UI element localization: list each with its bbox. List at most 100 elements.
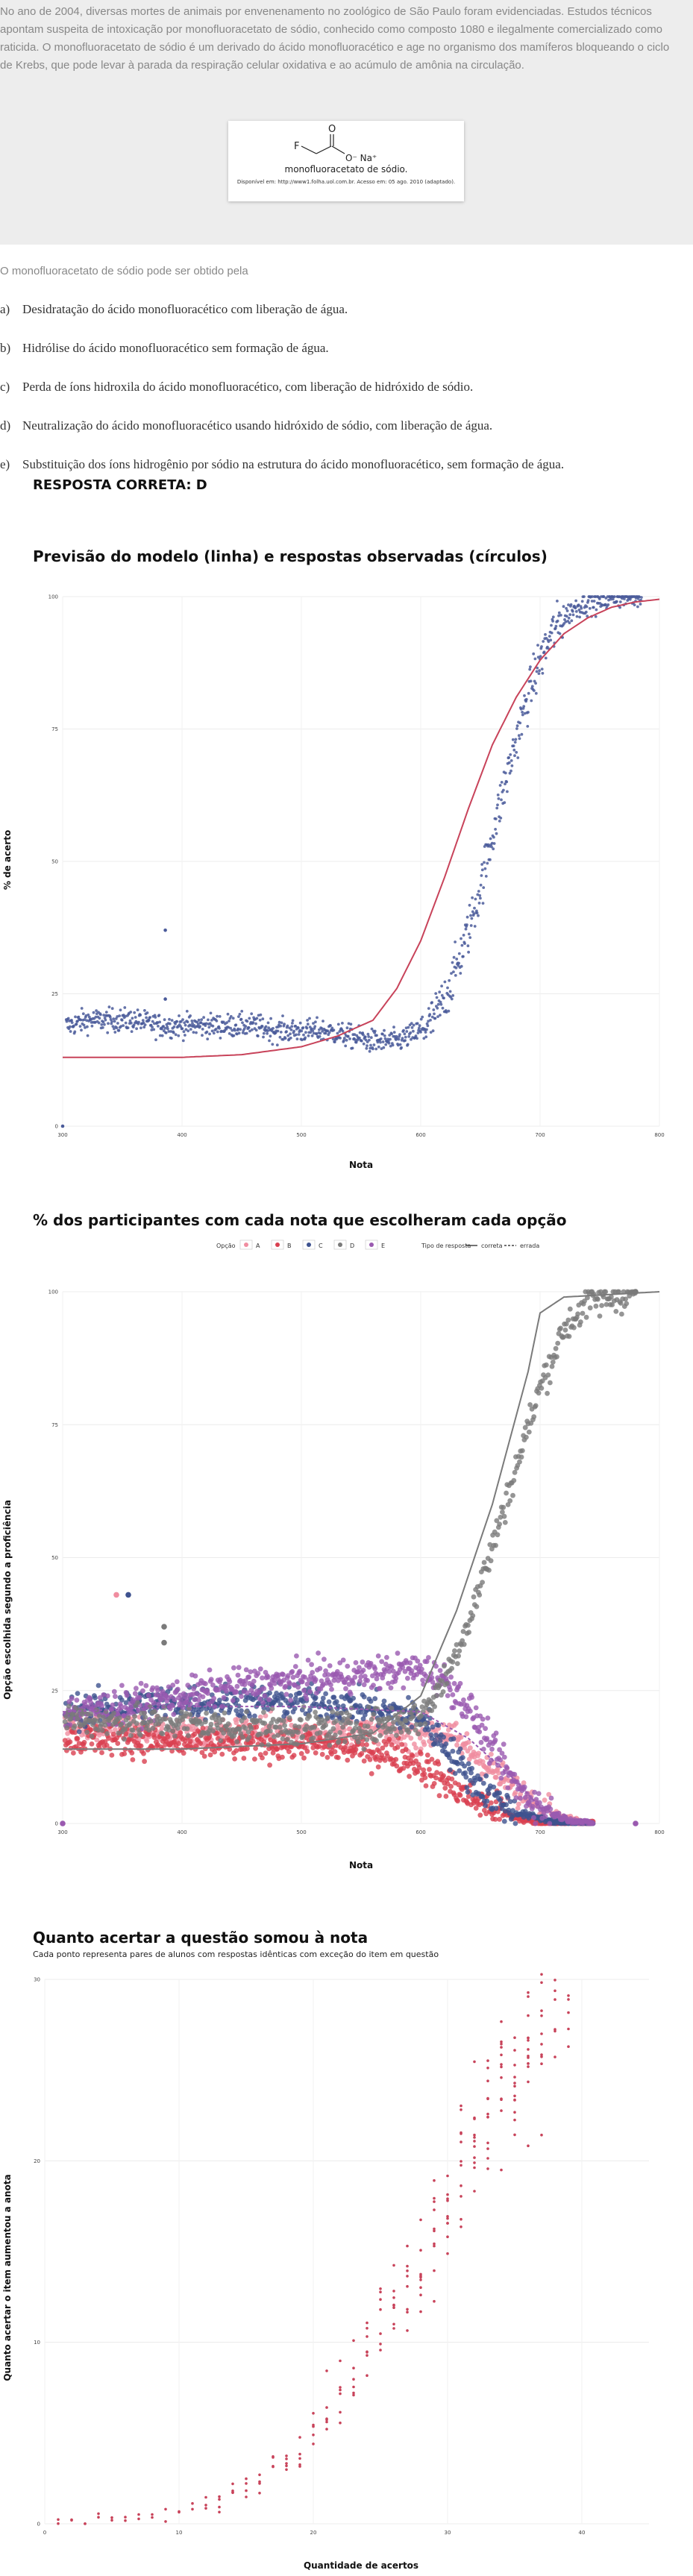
- chart2-point-e: [140, 1688, 145, 1694]
- chart1-point: [142, 1025, 146, 1029]
- chart1-point: [498, 820, 501, 823]
- chart2-point-a: [516, 1801, 521, 1807]
- chart2-point-e: [357, 1678, 363, 1684]
- chart1-point: [150, 1028, 154, 1031]
- chart1-point: [538, 669, 541, 673]
- chart2-point-b: [341, 1750, 347, 1755]
- chart2-point-d: [116, 1715, 122, 1721]
- chart3-point: [433, 2196, 436, 2200]
- chart3-point: [231, 2482, 234, 2486]
- chart2-point-d: [132, 1713, 138, 1719]
- chart1-point: [160, 1027, 163, 1031]
- chart1-point: [70, 1019, 73, 1022]
- chart1-point: [369, 1036, 373, 1040]
- chart1-point: [407, 1025, 410, 1029]
- chart2-point-e: [74, 1697, 80, 1703]
- chart1-point: [267, 1026, 271, 1030]
- chart1-point: [427, 1007, 430, 1010]
- chart2-point-d: [327, 1729, 333, 1735]
- chart2-point-c: [437, 1738, 443, 1744]
- chart1-point: [255, 1017, 259, 1020]
- chart1-point: [259, 1013, 263, 1017]
- chart1-point: [191, 1022, 194, 1025]
- chart2-point-e: [426, 1655, 431, 1660]
- chart2-point-b: [336, 1755, 341, 1760]
- chart3-point: [191, 2507, 194, 2511]
- chart3-title: Quanto acertar a questão somou à nota: [33, 1929, 369, 1947]
- chart2-point-d: [280, 1736, 286, 1741]
- chart2-point-b: [67, 1739, 73, 1744]
- chart1-point: [568, 621, 571, 624]
- chart2-point-e: [532, 1789, 537, 1795]
- chart1-point: [574, 606, 577, 610]
- chart1-point: [450, 972, 453, 975]
- chart2-point-e: [489, 1746, 495, 1752]
- chart2-point-e: [407, 1660, 413, 1666]
- chart2-point-d: [562, 1328, 568, 1333]
- chart1-point: [82, 1023, 86, 1027]
- option-a: a) Desidratação do ácido monofluoracético…: [0, 302, 686, 317]
- chart2-point-e: [437, 1668, 443, 1674]
- chart2-point-d: [461, 1642, 467, 1647]
- chart3-point: [379, 2349, 382, 2352]
- chart2-point-b: [129, 1750, 135, 1756]
- chart3-point: [486, 2112, 489, 2116]
- chart1-point: [479, 896, 482, 900]
- legend-title-type: Tipo de resposta: [421, 1243, 471, 1249]
- chart1-point: [358, 1031, 362, 1034]
- legend-option-label: C: [319, 1243, 323, 1249]
- chart2-point-b: [250, 1738, 256, 1744]
- chart1-point: [103, 1022, 106, 1026]
- chart2-point-d: [498, 1515, 504, 1520]
- chart2-point-e: [365, 1677, 370, 1683]
- chart2-point-d: [580, 1310, 586, 1316]
- chart1-point: [463, 942, 466, 945]
- chart1-point: [564, 620, 568, 623]
- chart1-point: [349, 1022, 353, 1026]
- chart3-point: [567, 2045, 570, 2048]
- chart3-xtick: 30: [445, 2530, 451, 2536]
- legend-option-label: A: [256, 1243, 260, 1249]
- chart2-point-b: [115, 1741, 121, 1746]
- chart3-point: [57, 2518, 60, 2522]
- chart3-point: [325, 2428, 328, 2431]
- chart2-point-d: [198, 1721, 204, 1727]
- chart3-point: [298, 2452, 301, 2456]
- chart3-point: [500, 2042, 503, 2046]
- chart1-point: [312, 1022, 315, 1025]
- chart3-point: [392, 2322, 395, 2326]
- chart1-point: [262, 1035, 265, 1039]
- chart1-point: [290, 1025, 294, 1028]
- chart2-point-e: [210, 1683, 216, 1688]
- legend-key-b: [275, 1243, 280, 1247]
- chart2-point-a: [408, 1735, 414, 1741]
- chart1-point: [233, 1028, 236, 1032]
- chart1-point: [100, 1023, 104, 1026]
- chart1-point: [261, 1017, 265, 1021]
- chart2-point-e: [424, 1659, 430, 1665]
- chart1-point: [592, 606, 595, 609]
- chart2-outlier-point: [633, 1821, 639, 1826]
- chart2-point-d: [221, 1730, 227, 1736]
- chart1-point: [484, 875, 488, 878]
- chart2-point-b: [275, 1746, 280, 1752]
- option-text: Perda de íons hidroxila do ácido monoflu…: [22, 380, 474, 394]
- chart2-point-e: [461, 1697, 466, 1703]
- chart2-point-b: [427, 1767, 432, 1772]
- chart2-point-c: [452, 1771, 458, 1777]
- chart1-point: [260, 1025, 264, 1028]
- chart2-point-e: [316, 1650, 321, 1656]
- chart1-point: [309, 1031, 313, 1034]
- chart1-point: [586, 599, 590, 603]
- chart3-point: [258, 2473, 261, 2477]
- chart1-xlabel: Nota: [349, 1160, 373, 1170]
- chart2-point-e: [512, 1771, 518, 1777]
- chart1-point: [101, 1020, 105, 1024]
- chart1-point: [329, 1024, 332, 1027]
- chart2-point-c: [331, 1694, 337, 1700]
- chart1-point: [234, 1023, 238, 1027]
- chart3-point: [392, 2303, 395, 2307]
- chart2-point-b: [382, 1757, 388, 1763]
- chart2-xtick: 400: [177, 1829, 186, 1835]
- chart1-point: [275, 1043, 279, 1047]
